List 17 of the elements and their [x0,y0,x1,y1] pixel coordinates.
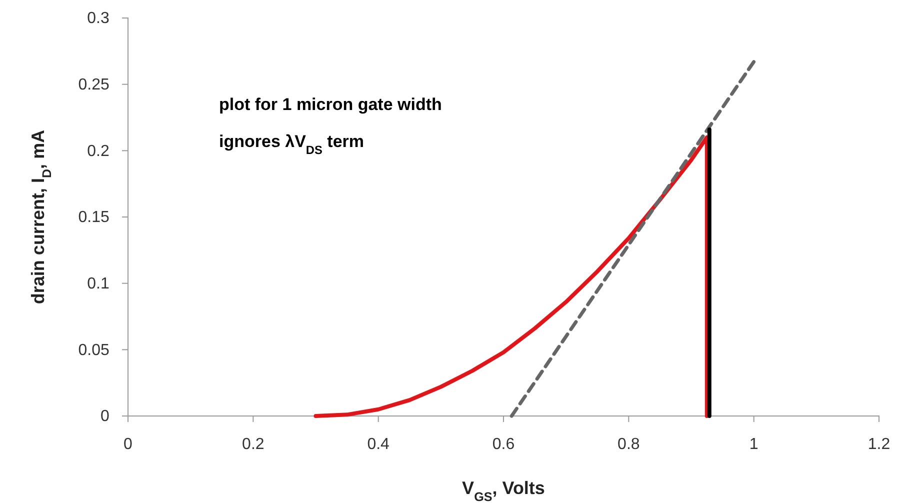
x-tick-label: 0.4 [367,436,390,453]
y-tick-label: 0.2 [87,142,110,160]
y-tick-label: 0.3 [87,10,110,28]
y-tick-label: 0 [100,408,110,426]
x-tick-label: 0.6 [492,436,515,453]
x-axis-title: V$_{GS}$, Volts [462,478,545,503]
x-tick-label: 0.8 [618,436,640,453]
annotation: ignores λV$_{DS}$ term [219,132,364,157]
x-tick-label: 1.2 [868,436,890,453]
y-tick-label: 0.25 [78,76,110,94]
x-tick-label: 1 [749,436,758,453]
y-tick-label: 0.05 [78,342,110,359]
x-tick-label: 0.2 [242,436,264,453]
y-tick-label: 0.1 [87,275,110,292]
annotation: plot for 1 micron gate width [219,95,442,114]
y-tick-label: 0.15 [78,209,110,226]
x-tick-label: 0 [124,436,133,453]
